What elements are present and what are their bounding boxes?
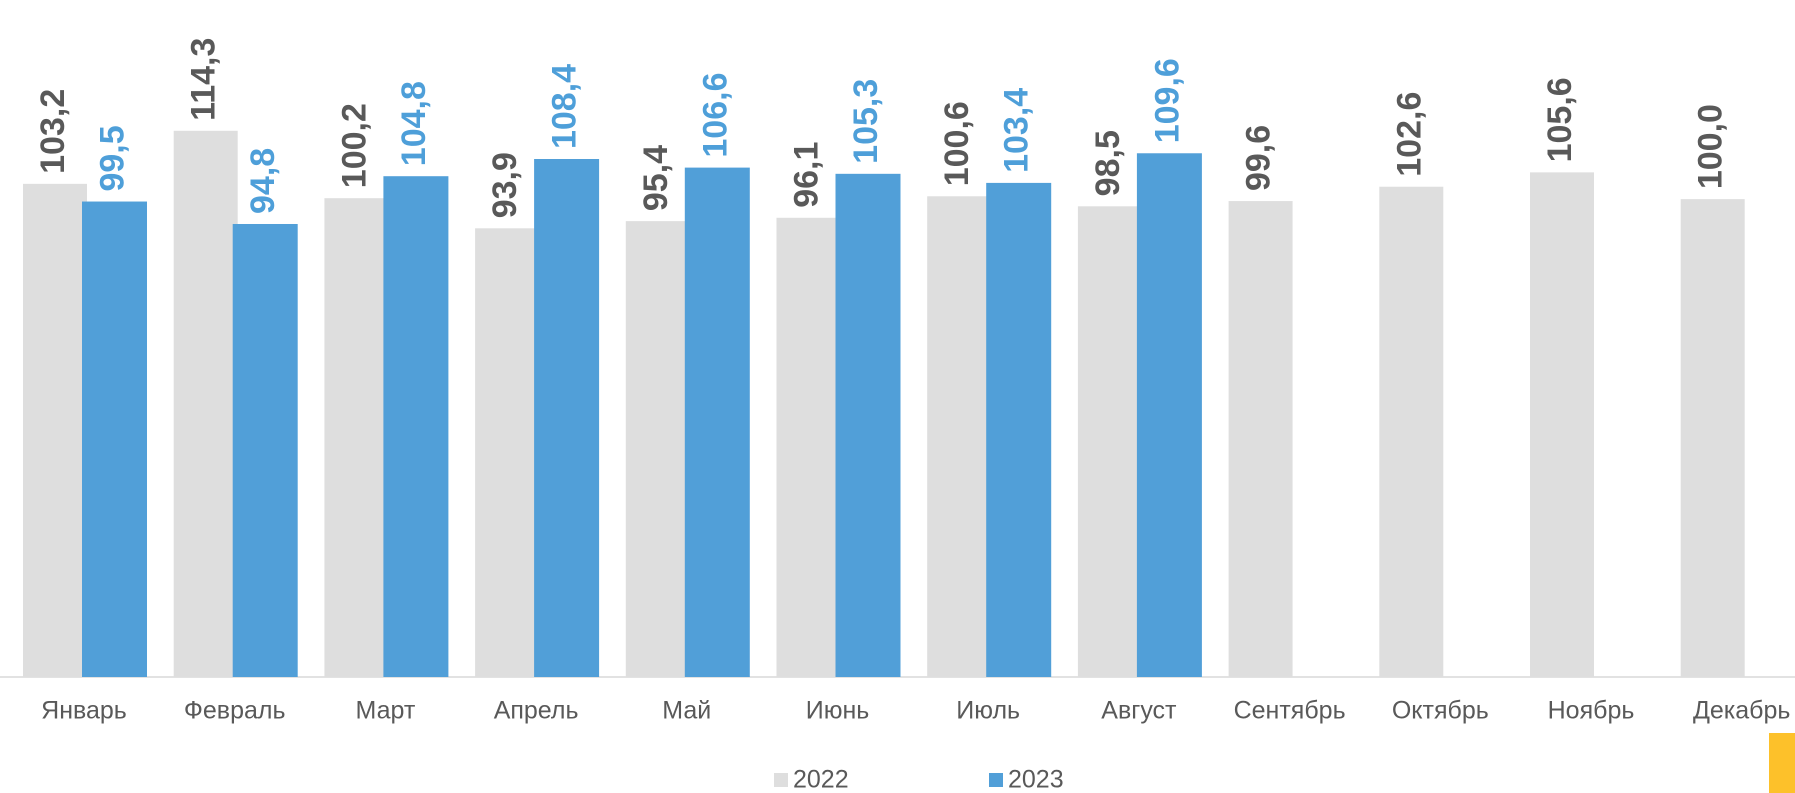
data-label: 108,4 — [546, 64, 584, 149]
bar — [534, 159, 600, 677]
data-label: 94,8 — [244, 148, 282, 214]
data-label: 100,6 — [938, 101, 976, 186]
bar — [1077, 206, 1142, 677]
data-label: 95,4 — [637, 145, 675, 211]
bar — [1379, 186, 1444, 677]
bar — [625, 221, 690, 678]
data-label: 99,5 — [93, 125, 131, 191]
x-tick-label: Октябрь — [1392, 697, 1489, 725]
bar — [1680, 199, 1745, 677]
bar — [475, 228, 540, 677]
data-label: 103,2 — [34, 89, 72, 174]
data-label: 106,6 — [696, 73, 734, 158]
legend-label: 2022 — [793, 766, 849, 793]
bar — [684, 167, 750, 677]
bar — [927, 196, 992, 678]
data-label: 114,3 — [185, 38, 223, 121]
x-tick-label: Декабрь — [1693, 697, 1790, 725]
x-tick-label: Июль — [956, 697, 1020, 725]
data-label: 100,0 — [1692, 104, 1730, 189]
data-label: 102,6 — [1390, 92, 1428, 177]
x-tick-label: Ноябрь — [1548, 697, 1635, 725]
bar — [82, 201, 147, 677]
bar — [324, 198, 389, 678]
x-tick-label: Май — [662, 697, 711, 725]
bar — [383, 176, 449, 677]
data-label: 103,4 — [998, 88, 1036, 173]
bar — [232, 223, 298, 677]
x-tick-label: Сентябрь — [1234, 697, 1346, 725]
legend-swatch — [774, 773, 788, 787]
bar — [776, 217, 841, 677]
bar — [1136, 153, 1202, 678]
bar — [1228, 201, 1293, 677]
data-label: 93,9 — [486, 152, 524, 218]
bar — [1530, 172, 1594, 677]
data-label: 100,2 — [335, 103, 373, 188]
x-tick-label: Март — [355, 697, 415, 725]
data-label: 104,8 — [395, 81, 433, 166]
data-label: 99,6 — [1240, 125, 1278, 191]
x-tick-label: Апрель — [494, 697, 579, 725]
bar — [173, 130, 238, 678]
legend-swatch — [989, 773, 1003, 787]
data-label: 105,6 — [1541, 77, 1579, 162]
x-tick-label: Январь — [41, 697, 127, 725]
decoration — [1769, 733, 1795, 793]
x-tick-label: Февраль — [184, 697, 286, 725]
data-label: 105,3 — [847, 79, 885, 164]
x-tick-label: Август — [1101, 697, 1177, 725]
data-label: 96,1 — [787, 142, 825, 208]
data-label: 98,5 — [1089, 130, 1127, 196]
x-tick-label: Июнь — [806, 697, 870, 725]
legend-label: 2023 — [1008, 766, 1064, 793]
bar — [986, 182, 1052, 677]
bar — [835, 173, 901, 678]
data-label: 109,6 — [1148, 58, 1186, 143]
bar — [23, 183, 87, 677]
